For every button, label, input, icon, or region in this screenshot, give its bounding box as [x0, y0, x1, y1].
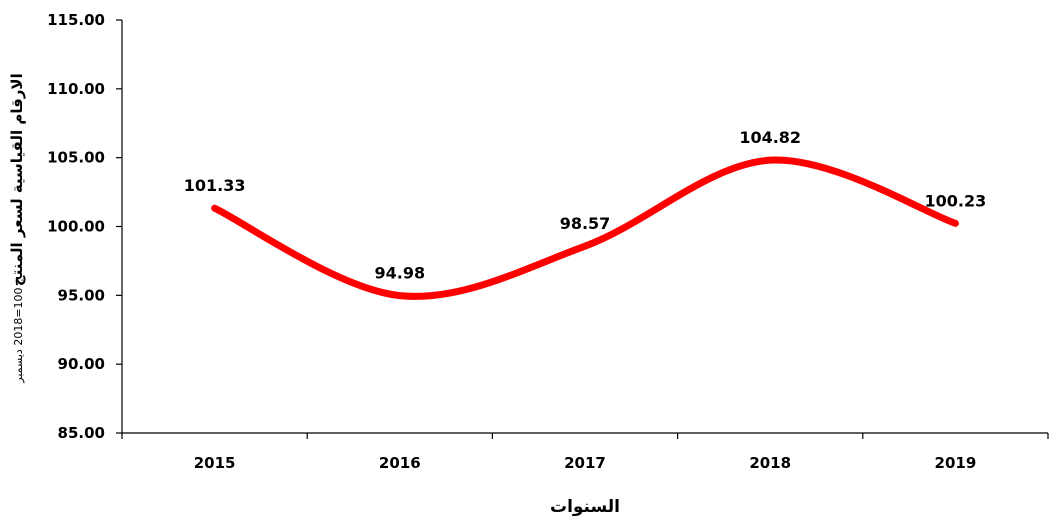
y-tick-label: 115.00 — [47, 11, 105, 29]
y-tick-label: 95.00 — [58, 286, 105, 304]
x-tick-label: 2018 — [749, 454, 791, 472]
data-label: 100.23 — [925, 191, 987, 210]
x-axis-title: السنوات — [550, 497, 620, 517]
data-label: 98.57 — [560, 214, 611, 233]
y-tick-label: 85.00 — [58, 424, 105, 442]
x-axis: 2015 2016 2017 2018 2019 — [121, 432, 1049, 472]
data-labels: 101.33 94.98 98.57 104.82 100.23 — [184, 128, 987, 282]
y-tick-label: 105.00 — [47, 149, 105, 167]
x-tick-label: 2015 — [194, 454, 236, 472]
y-axis-title-note: 100=2018 ديسمبر — [12, 287, 25, 383]
x-tick-label: 2017 — [564, 454, 606, 472]
x-tick-label: 2019 — [935, 454, 977, 472]
y-tick-label: 100.00 — [47, 218, 105, 236]
series-line — [211, 156, 959, 300]
data-label: 104.82 — [739, 128, 801, 147]
y-axis-title: الارقام القياسية لسعر المنتج 100=2018 دي… — [8, 73, 26, 383]
y-axis-title-main: الارقام القياسية لسعر المنتج — [8, 73, 26, 286]
series-group — [211, 156, 959, 300]
y-tick-label: 90.00 — [58, 355, 105, 373]
data-label: 94.98 — [374, 264, 425, 283]
data-label: 101.33 — [184, 176, 246, 195]
y-axis: 85.00 90.00 95.00 100.00 105.00 110.00 115.00 — [47, 11, 123, 442]
y-tick-label: 110.00 — [47, 80, 105, 98]
y-axis-title-group: الارقام القياسية لسعر المنتج 100=2018 دي… — [8, 73, 26, 383]
x-tick-label: 2016 — [379, 454, 421, 472]
